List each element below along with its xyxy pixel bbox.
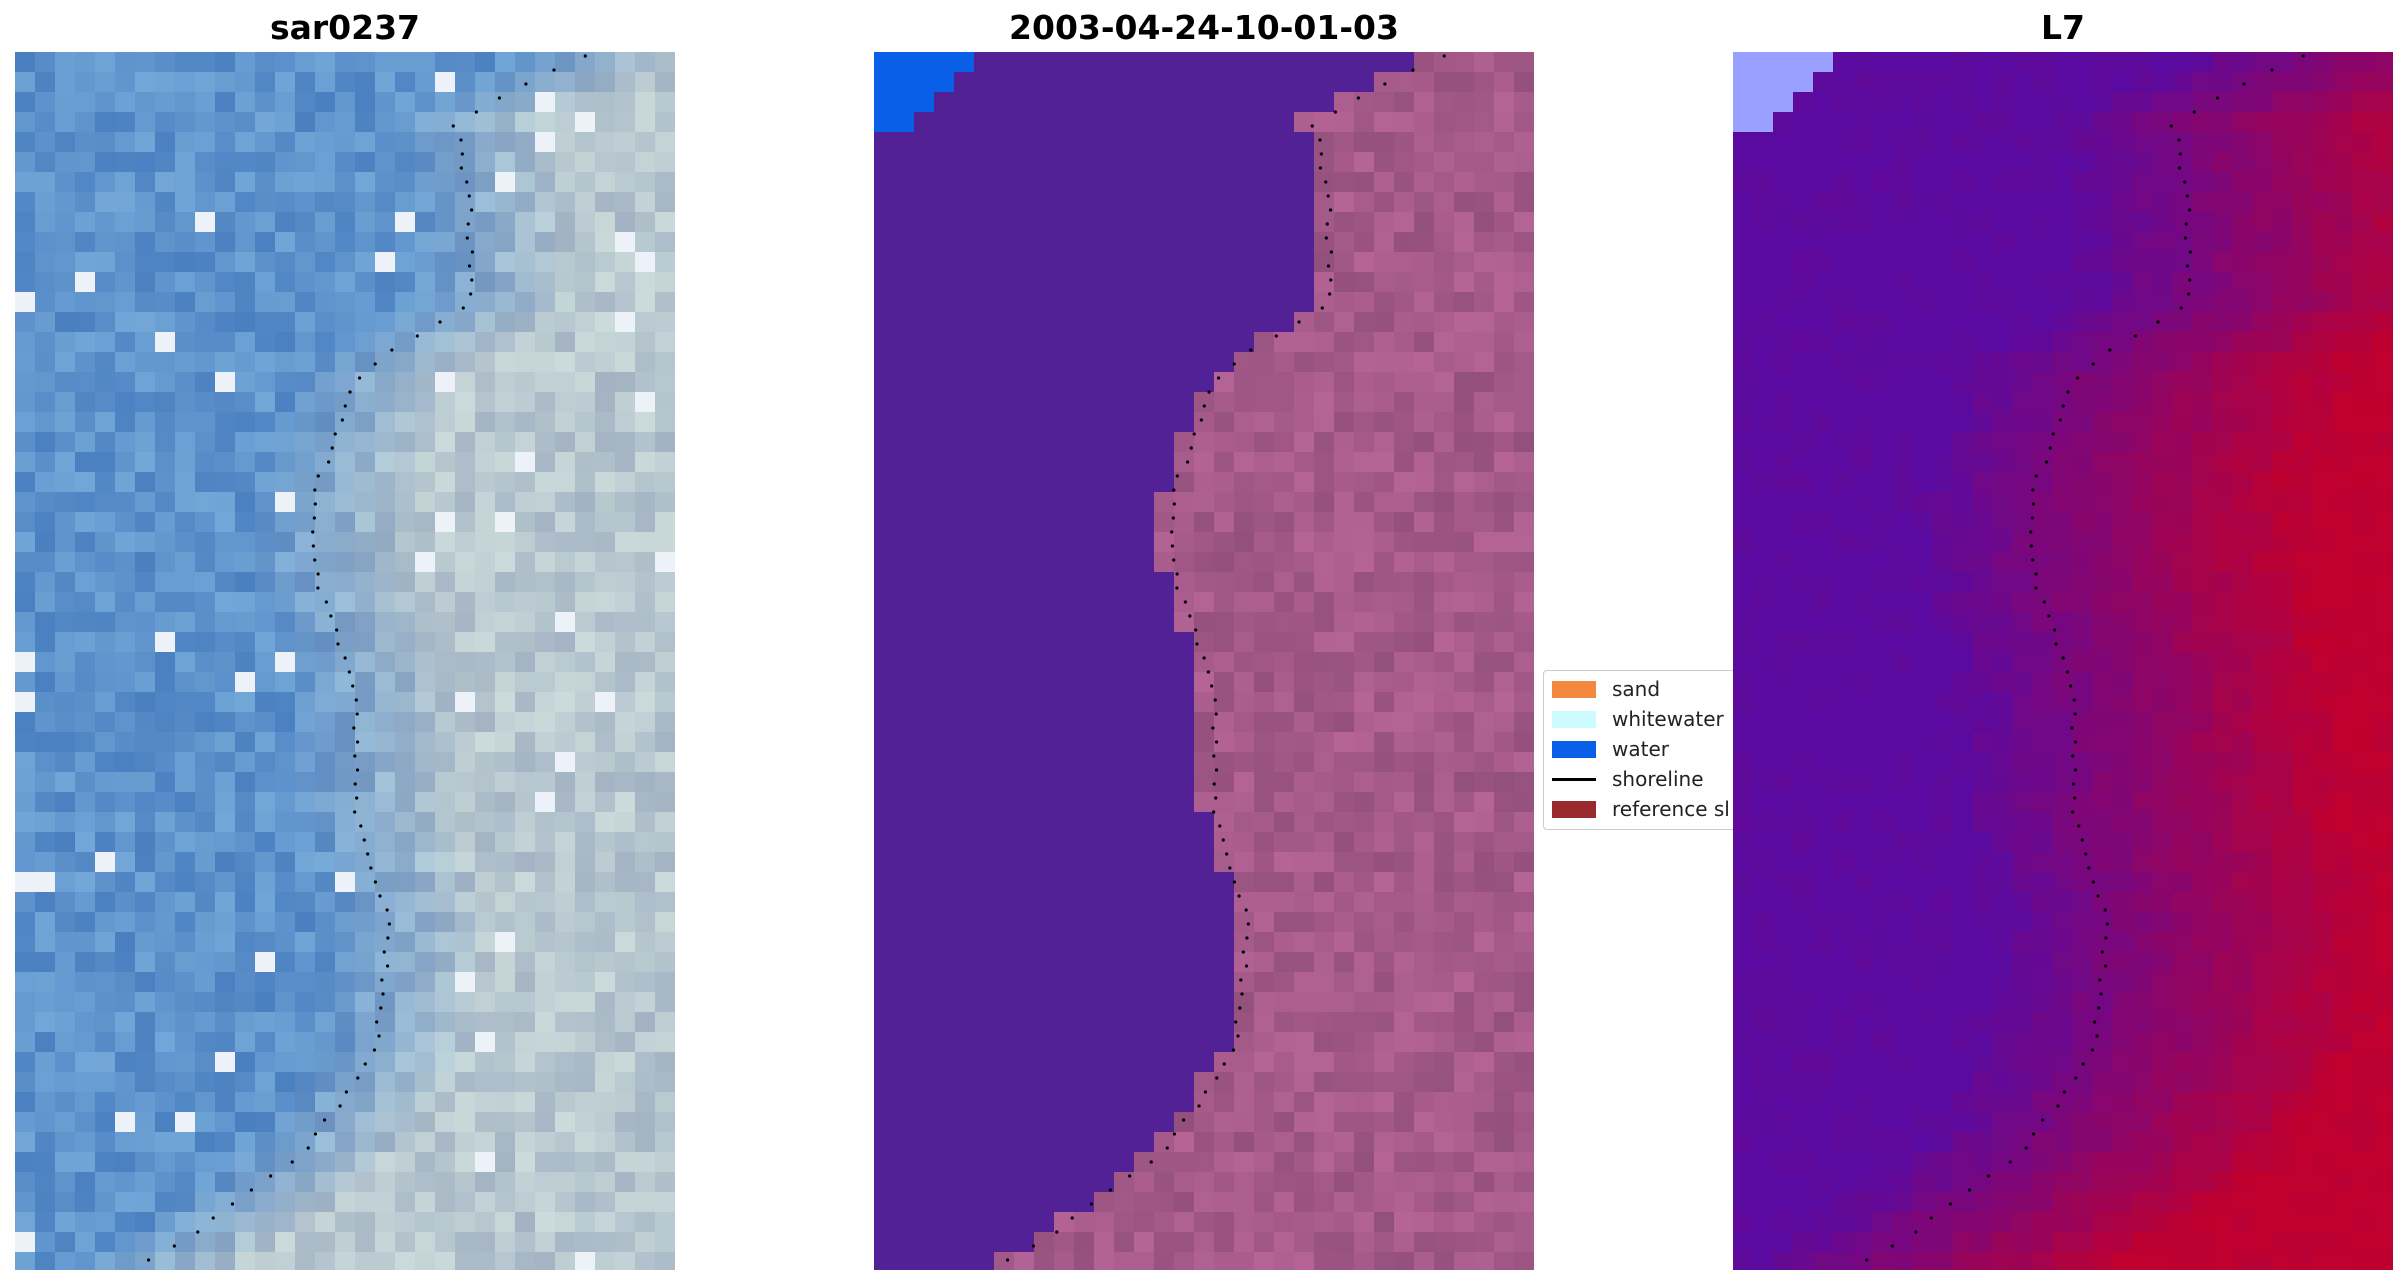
- legend-item-whitewater: whitewater: [1552, 706, 1724, 732]
- whitewater-swatch: [1552, 710, 1596, 728]
- legend: sand whitewater water shoreline referenc…: [1543, 670, 1733, 830]
- classified-image: [874, 52, 1534, 1270]
- sand-swatch: [1552, 680, 1596, 698]
- reference-shoreline-swatch: [1552, 800, 1596, 818]
- shoreline-points: [1864, 54, 2305, 1262]
- rgb-satellite-image: [15, 52, 675, 1270]
- panel-title-rgb: sar0237: [269, 8, 421, 47]
- legend-item-shoreline: shoreline: [1552, 766, 1704, 792]
- image-pixels: [1733, 52, 2393, 1270]
- classified-image-panel: [874, 52, 1534, 1270]
- legend-item-sand: sand: [1552, 676, 1660, 702]
- image-pixels: [15, 52, 675, 1270]
- legend-label-whitewater: whitewater: [1612, 707, 1724, 731]
- index-image-panel: [1733, 52, 2393, 1270]
- legend-item-reference-shoreline: reference sl: [1552, 796, 1730, 822]
- index-image: [1733, 52, 2393, 1270]
- legend-label-shoreline: shoreline: [1612, 767, 1704, 791]
- rgb-image-panel: [15, 52, 675, 1270]
- panel-title-index: L7: [2041, 8, 2085, 47]
- legend-label-sand: sand: [1612, 677, 1661, 701]
- image-pixels: [874, 52, 1534, 1270]
- legend-label-reference-shoreline: reference sl: [1612, 797, 1730, 821]
- shoreline-points: [1005, 54, 1446, 1262]
- water-swatch: [1552, 740, 1596, 758]
- panel-title-classified: 2003-04-24-10-01-03: [1009, 8, 1399, 47]
- legend-item-water: water: [1552, 736, 1669, 762]
- shoreline-line-swatch: [1552, 777, 1596, 781]
- legend-label-water: water: [1612, 737, 1669, 761]
- shoreline-points: [146, 54, 587, 1262]
